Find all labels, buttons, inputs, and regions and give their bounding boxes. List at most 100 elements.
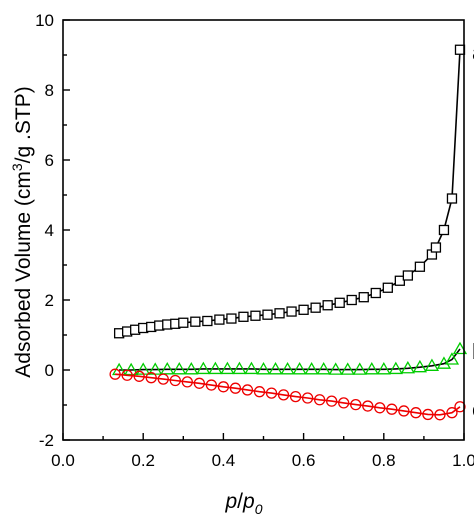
data-point [304,361,319,375]
y-tick-label: 10 [35,11,54,30]
data-point [265,387,278,399]
y-tick-label: 2 [45,291,54,310]
data-point [202,315,213,327]
data-point [340,362,355,375]
data-point [268,361,283,375]
data-point [133,370,145,382]
data-point [232,361,247,375]
data-point [338,397,350,409]
y-axis-title: Adsorbed Volume (cm3/g .STP) [9,86,35,377]
y-tick-label: 6 [45,151,54,170]
data-point [217,381,230,393]
data-point [350,398,362,411]
data-point [244,361,259,375]
series-layer [109,44,468,421]
data-point [277,389,290,401]
data-point [346,294,357,306]
y-tick-label: -2 [39,431,54,450]
data-point [402,270,414,281]
data-point [364,361,379,375]
data-point [169,374,181,387]
x-tick-label: 0.0 [51,451,75,470]
x-tick-label: 0.8 [372,451,396,470]
data-point [334,297,345,308]
series-line [115,373,461,416]
series-a [113,44,466,339]
x-tick-label: 0.4 [212,451,236,470]
data-point [160,361,175,375]
data-point [358,292,369,303]
data-point [262,309,273,320]
data-point [376,361,391,375]
data-point [298,304,309,315]
x-tick-label: 1.0 [452,451,474,470]
data-point [145,372,157,384]
series-label-c: c [472,397,474,422]
data-point [190,316,201,327]
data-point [414,261,426,272]
data-point [121,369,133,381]
y-tick-label: 4 [45,221,54,240]
data-point [157,373,169,385]
data-point [274,308,285,319]
data-point [424,358,440,371]
data-point [238,311,249,322]
data-point [220,361,235,375]
data-point [438,224,450,236]
x-tick-label: 0.6 [292,451,316,470]
data-point [289,390,302,403]
data-point [214,314,225,325]
series-line [118,49,461,335]
series-label-a: a [472,40,474,65]
data-point [226,313,237,324]
y-tick-label: 0 [45,361,54,380]
data-point [256,361,271,375]
data-point [178,317,189,328]
data-point [184,361,199,375]
data-point [446,407,458,419]
data-point [280,361,295,375]
data-point [286,306,297,317]
data-point [388,361,403,375]
series-c [109,368,466,421]
data-point [328,362,343,375]
data-point [124,362,139,376]
data-point [446,193,458,204]
data-point [208,361,223,375]
data-point [292,361,307,375]
data-point [313,394,326,406]
data-point [374,402,386,414]
data-point [196,361,211,375]
data-point [326,395,338,407]
data-point [454,44,466,55]
data-point [454,401,466,413]
data-point [394,275,405,286]
data-point [109,368,121,380]
data-point [172,361,187,375]
x-axis-title: p/p0 [224,490,262,517]
data-point [430,242,442,253]
y-tick-label: 8 [45,81,54,100]
data-point [241,384,254,396]
data-point [310,302,321,313]
series-b [112,341,468,376]
data-point [412,359,428,373]
series-line [119,348,461,371]
data-point [398,405,410,417]
x-axis-ticks: 0.0 0.2 0.4 0.6 0.8 1.0 [51,433,474,470]
series-tags: a b c [472,40,474,422]
data-point [250,310,261,321]
data-point [253,386,266,398]
data-point [370,287,381,299]
data-point [382,282,393,293]
data-point [322,300,333,311]
data-point [362,400,374,412]
series-label-b: b [472,339,474,364]
data-point [452,341,468,355]
data-point [422,408,434,421]
data-point [434,409,446,421]
data-point [229,382,242,394]
y-axis-ticks: -2 0 2 4 6 8 10 [35,11,70,450]
data-point [444,352,460,365]
